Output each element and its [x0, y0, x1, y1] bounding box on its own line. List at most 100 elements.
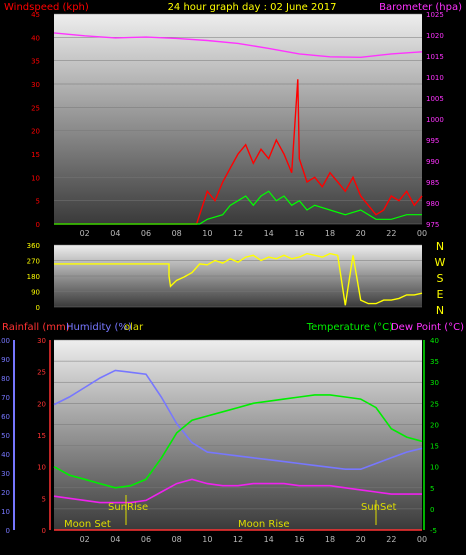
wind-direction-series: [54, 252, 423, 306]
hour-tick-label: 06: [141, 535, 151, 544]
hour-tick-label: 02: [80, 535, 90, 544]
barometer-tick-label: 995: [426, 137, 439, 145]
temperature-tick-label: -5: [430, 527, 437, 535]
rainfall-axis: 0 5 10 15 20 25 30: [37, 337, 51, 535]
windspeed-tick-label: 35: [31, 58, 40, 66]
barometer-axis-label: Barometer (hpa): [379, 2, 462, 13]
hour-tick-label: 22: [386, 229, 396, 238]
windspeed-tick-label: 20: [31, 128, 40, 136]
hour-tick-label: 12: [233, 229, 243, 238]
temperature-tick-label: 0: [430, 506, 434, 514]
direction-tick-label: 270: [27, 258, 40, 266]
rainfall-axis-label: Rainfall (mm): [2, 322, 70, 333]
hour-tick-label: 08: [172, 535, 182, 544]
windspeed-series: [54, 79, 423, 225]
hour-tick-label: 20: [356, 535, 366, 544]
humidity-tick-label: 60: [1, 413, 10, 421]
dewpoint-axis-label: Dew Point (°C): [391, 322, 464, 333]
windspeed-tick-label: 10: [31, 174, 40, 182]
wind-panel-grid: [54, 13, 422, 225]
hour-tick-label: 02: [80, 229, 90, 238]
wind-panel-series: [53, 32, 423, 225]
temperature-tick-label: 30: [430, 379, 439, 387]
rainfall-tick-label: 5: [42, 495, 46, 503]
compass-letter: S: [437, 272, 444, 285]
windspeed-tick-label: 0: [36, 221, 40, 229]
temperature-tick-label: 15: [430, 443, 439, 451]
compass-letter: E: [437, 288, 444, 301]
windspeed-tick-label: 25: [31, 104, 40, 112]
hour-tick-label: 12: [233, 535, 243, 544]
hour-tick-label: 14: [264, 229, 274, 238]
rainfall-tick-label: 25: [37, 369, 46, 377]
humidity-tick-label: 20: [1, 489, 10, 497]
barometer-tick-label: 1020: [426, 32, 444, 40]
barometer-tick-label: 1005: [426, 95, 444, 103]
hour-tick-label: 16: [294, 535, 304, 544]
direction-panel-grid: [54, 244, 422, 308]
sunset-label: SunSet: [361, 502, 397, 513]
humidity-tick-label: 80: [1, 375, 10, 383]
hour-tick-label: 16: [294, 229, 304, 238]
wind-panel-hour-axis: 02 04 06 08 10 12 14 16 18 20 22 00: [80, 229, 428, 238]
humidity-series: [53, 369, 423, 471]
rainfall-tick-label: 0: [42, 527, 46, 535]
barometer-tick-label: 990: [426, 158, 439, 166]
barometer-tick-label: 1015: [426, 53, 444, 61]
direction-tick-label: 180: [27, 273, 40, 281]
compass-letter: N: [436, 304, 444, 317]
windspeed-tick-label: 40: [31, 34, 40, 42]
temperature-panel-series: [53, 369, 423, 531]
chart-title: 24 hour graph day : 02 June 2017: [168, 2, 337, 13]
humidity-tick-label: 30: [1, 470, 10, 478]
temperature-tick-label: 35: [430, 358, 439, 366]
temperature-panel-grid: [54, 339, 422, 531]
moonrise-label: Moon Rise: [238, 519, 289, 530]
barometer-tick-label: 1025: [426, 11, 444, 19]
humidity-tick-label: 100: [0, 337, 10, 345]
hour-tick-label: 00: [417, 229, 427, 238]
direction-panel-series: [54, 252, 423, 306]
windspeed-tick-label: 15: [31, 151, 40, 159]
humidity-tick-label: 90: [1, 356, 10, 364]
rainfall-tick-label: 20: [37, 400, 46, 408]
hour-tick-label: 10: [202, 535, 212, 544]
hour-tick-label: 06: [141, 229, 151, 238]
wind-panel-background: [54, 14, 422, 224]
compass-letter: N: [436, 240, 444, 253]
dewpoint-series: [53, 478, 422, 504]
temperature-tick-label: 25: [430, 400, 439, 408]
barometer-tick-label: 1000: [426, 116, 444, 124]
hour-tick-label: 04: [110, 535, 120, 544]
direction-axis: 0 90 180 270 360: [27, 242, 40, 312]
rainfall-tick-label: 15: [37, 432, 46, 440]
direction-tick-label: 90: [31, 289, 40, 297]
windspeed-axis-label: Windspeed (kph): [4, 2, 89, 13]
hour-tick-label: 08: [172, 229, 182, 238]
temperature-panel-hour-axis: 02 04 06 08 10 12 14 16 18 20 22 00: [80, 535, 428, 544]
rainfall-tick-label: 30: [37, 337, 46, 345]
direction-tick-label: 0: [36, 304, 40, 312]
hour-tick-label: 22: [386, 535, 396, 544]
hour-tick-label: 14: [264, 535, 274, 544]
compass-letter: W: [435, 256, 446, 269]
temperature-tick-label: 10: [430, 464, 439, 472]
humidity-tick-label: 50: [1, 432, 10, 440]
solar-label: olar: [124, 322, 144, 333]
temperature-tick-label: 20: [430, 421, 439, 429]
windspeed-tick-label: 5: [36, 198, 40, 206]
humidity-axis-label: Humidity (%): [66, 322, 132, 333]
gust-series: [54, 190, 422, 225]
barometer-tick-label: 975: [426, 221, 439, 229]
barometer-axis: 975 980 985 990 995 1000 1005 1010 1015 1020 1025: [426, 11, 444, 229]
hour-tick-label: 00: [417, 535, 427, 544]
hour-tick-label: 18: [325, 229, 335, 238]
humidity-tick-label: 10: [1, 508, 10, 516]
barometer-tick-label: 985: [426, 179, 439, 187]
rainfall-tick-label: 10: [37, 464, 46, 472]
temperature-tick-label: 40: [430, 337, 439, 345]
humidity-axis: 0 10 20 30 40 50 60 70 80 90 100: [0, 337, 15, 535]
